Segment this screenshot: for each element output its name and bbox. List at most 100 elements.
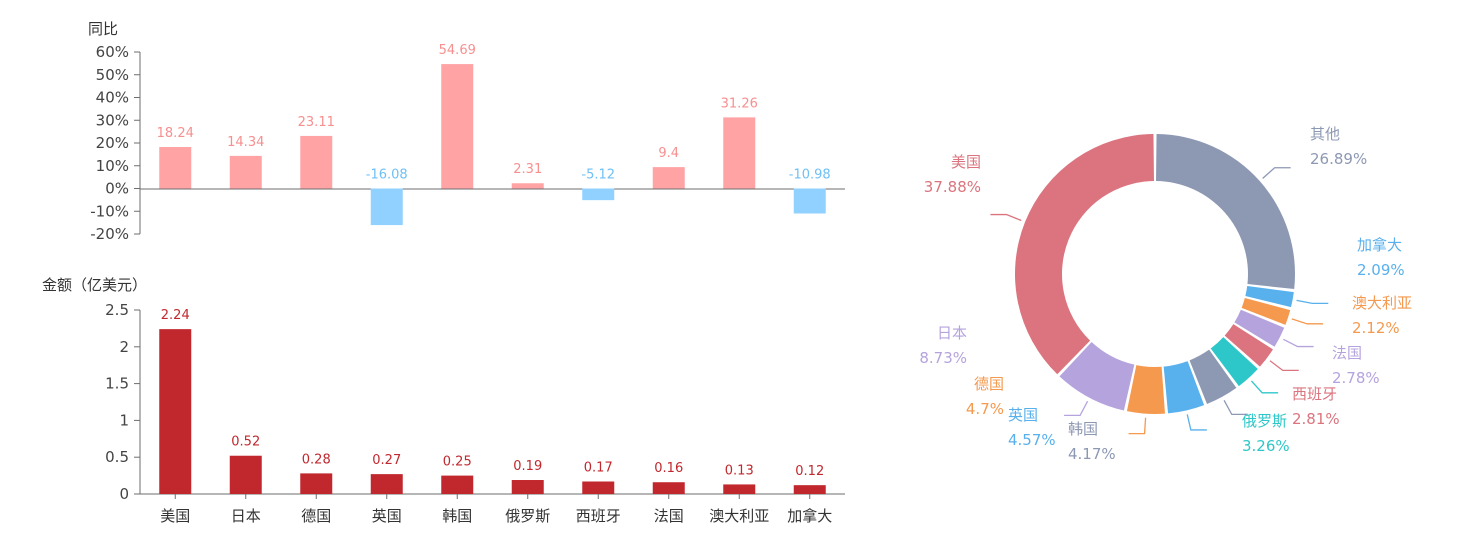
donut-slices [1014,134,1295,415]
yoy-bar [723,117,756,189]
yoy-tick-label: 50% [96,66,129,84]
amount-data-label: 0.28 [302,452,331,467]
donut-leader-line [1262,167,1291,179]
amount-data-label: 0.52 [231,435,260,450]
yoy-data-label: 18.24 [157,126,194,141]
amount-bar [159,329,192,494]
yoy-bar-chart: 同比 60% 50% 40% 30% 20% 10% 0% -10% -20% 18.24 14.… [88,20,845,243]
amount-bar [441,475,474,494]
amount-axis-title: 金额（亿美元） [42,276,147,294]
donut-label-percent: 4.17% [1068,445,1116,463]
donut-slice [1245,286,1294,308]
donut-label-percent: 37.88% [924,178,981,196]
yoy-bar [511,183,544,189]
amount-bar-chart: 金额（亿美元） 2.5 2 1.5 1 0.5 0 2.24 0.52 0.28 0.27 0.2… [42,276,845,525]
yoy-data-label: -10.98 [789,168,831,183]
amount-bar [723,484,756,494]
yoy-bar [229,155,262,189]
donut-leader-line [1223,400,1248,416]
amount-tick-label: 0 [119,485,129,503]
yoy-tick-label: -20% [90,225,129,243]
amount-tick-label: 0.5 [105,448,129,466]
country-label: 英国 [372,507,402,525]
donut-label-name: 韩国 [1068,420,1098,438]
amount-data-label: 0.16 [654,461,683,476]
yoy-data-label: 54.69 [439,43,476,58]
yoy-bar [370,188,403,226]
yoy-tick-label: 10% [96,157,129,175]
amount-data-label: 0.12 [795,464,824,479]
donut-leader-line [1250,380,1279,394]
yoy-bar [582,188,615,201]
donut-label-name: 澳大利亚 [1352,294,1412,312]
amount-bar [229,455,262,494]
country-label: 澳大利亚 [709,507,769,525]
donut-label-name: 英国 [1008,406,1038,424]
donut-label-percent: 2.12% [1352,319,1400,337]
amount-data-label: 0.17 [584,460,613,475]
donut-slice [1189,349,1237,404]
yoy-tick-label: 60% [96,43,129,61]
yoy-data-label: -16.08 [366,168,408,183]
yoy-tick-label: 20% [96,134,129,152]
yoy-data-label: 14.34 [227,135,264,150]
donut-label-percent: 4.7% [966,400,1004,418]
country-label: 法国 [654,507,684,525]
donut-leader-line [1269,360,1299,371]
donut-leader-line [1283,338,1314,348]
donut-slice [1059,342,1135,411]
yoy-data-label: -5.12 [581,168,615,183]
donut-leader-line [1064,400,1089,417]
donut-slice [1014,134,1154,375]
yoy-tick-label: 30% [96,111,129,129]
donut-leader-line [990,213,1022,222]
donut-label-name: 西班牙 [1292,385,1337,403]
yoy-tick-label: -10% [90,202,129,220]
yoy-bar [441,64,474,189]
yoy-bar [793,188,826,214]
donut-label-percent: 4.57% [1008,431,1056,449]
yoy-y-ticks: 60% 50% 40% 30% 20% 10% 0% -10% -20% [90,43,140,243]
country-label: 俄罗斯 [505,507,550,525]
amount-data-label: 2.24 [161,308,190,323]
country-labels: 美国 日本 德国 英国 韩国 俄罗斯 西班牙 法国 澳大利亚 加拿大 [160,494,832,525]
yoy-data-label: 23.11 [298,115,335,130]
amount-bar [793,485,826,494]
donut-label-name: 日本 [937,324,967,342]
donut-slice [1210,337,1258,387]
yoy-axis-title: 同比 [88,20,118,38]
yoy-bar [159,147,192,189]
donut-leader-line [1128,417,1147,435]
country-label: 美国 [160,507,190,525]
amount-data-label: 0.25 [443,455,472,470]
yoy-data-label: 2.31 [513,162,542,177]
donut-leader-line [1296,299,1329,304]
donut-slice [1224,324,1273,367]
donut-slice [1234,309,1285,347]
amount-bars [159,329,826,494]
yoy-data-label: 9.4 [658,146,679,161]
yoy-tick-label: 40% [96,89,129,107]
donut-label-name: 加拿大 [1357,236,1402,254]
country-label: 加拿大 [787,507,832,525]
donut-label-name: 法国 [1332,344,1362,362]
amount-tick-label: 1.5 [105,375,129,393]
share-donut-chart: 其他 26.89% 加拿大 2.09% 澳大利亚 2.12% 法国 2.78%西班牙 2.81%… [919,125,1412,463]
donut-label-percent: 8.73% [919,349,967,367]
donut-label-name: 德国 [974,375,1004,393]
amount-bar [582,481,615,494]
amount-data-labels: 2.24 0.52 0.28 0.27 0.25 0.19 0.17 0.16 0.13 0.12 [161,308,824,479]
donut-label-percent: 3.26% [1242,437,1290,455]
amount-data-label: 0.27 [372,453,401,468]
amount-y-ticks: 2.5 2 1.5 1 0.5 0 [105,301,140,503]
amount-bar [300,473,333,494]
amount-tick-label: 1 [119,411,129,429]
donut-slice [1126,365,1165,415]
donut-label-name: 美国 [951,153,981,171]
amount-data-label: 0.19 [513,459,542,474]
country-label: 韩国 [442,507,472,525]
donut-slice [1156,134,1295,290]
yoy-bar [300,135,333,189]
country-label: 德国 [301,507,331,525]
